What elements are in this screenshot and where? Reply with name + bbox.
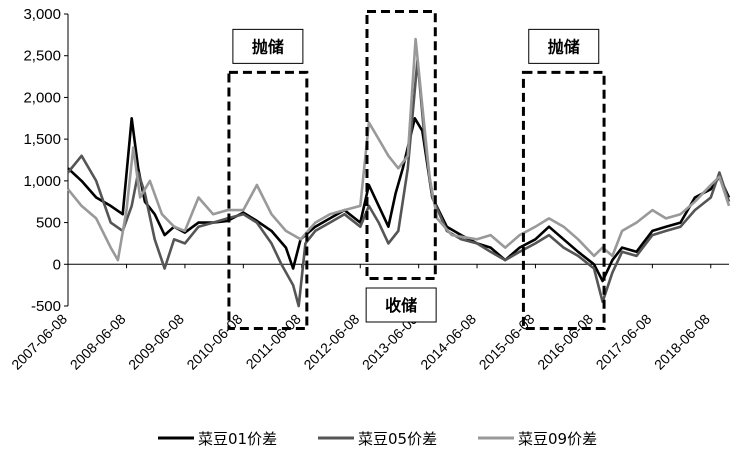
annotation-box-2: [365, 9, 437, 280]
annotation-label-1: 抛储: [252, 37, 284, 56]
series-line-3: [66, 37, 731, 262]
y-tick-label: 1,500: [23, 131, 61, 148]
y-tick-label: 2,000: [23, 89, 61, 106]
annotation-label-2: 收储: [385, 296, 417, 315]
y-tick-label: 500: [36, 215, 61, 232]
series-line-1: [67, 117, 731, 283]
legend-label-1: 菜豆01价差: [198, 430, 277, 448]
annotation-label-3: 抛储: [548, 37, 580, 56]
x-tick-label: 2015-06-08: [476, 311, 538, 373]
y-tick-label: 2,500: [23, 48, 61, 65]
y-tick-label: 0: [53, 256, 61, 273]
chart-series-layer: [66, 37, 731, 308]
annotation-box-3: [521, 70, 606, 331]
legend-label-3: 菜豆09价差: [518, 430, 597, 448]
x-tick-label: 2018-06-08: [651, 311, 713, 373]
x-tick-label: 2011-06-08: [243, 311, 304, 372]
x-tick-label: 2010-06-08: [183, 311, 245, 373]
y-tick-label: 3,000: [23, 6, 61, 23]
x-tick-label: 2016-06-08: [534, 311, 596, 373]
x-tick-label: 2017-06-08: [593, 311, 655, 373]
x-tick-label: 2007-06-08: [8, 311, 70, 373]
y-tick-label: 1,000: [23, 173, 61, 190]
annotation-label-box-3: [528, 28, 600, 64]
annotation-box-1: [227, 70, 309, 331]
x-tick-label: 2009-06-08: [125, 311, 187, 373]
y-tick-label: -500: [31, 298, 61, 315]
legend-label-2: 菜豆05价差: [358, 430, 437, 448]
annotation-label-box-2: [365, 287, 437, 323]
annotation-label-box-1: [232, 28, 304, 64]
x-tick-label: 2012-06-08: [300, 311, 362, 373]
series-line-2: [66, 58, 731, 308]
x-tick-label: 2008-06-08: [67, 311, 129, 373]
chart-legend: 菜豆01价差 菜豆05价差 菜豆09价差: [158, 430, 597, 448]
